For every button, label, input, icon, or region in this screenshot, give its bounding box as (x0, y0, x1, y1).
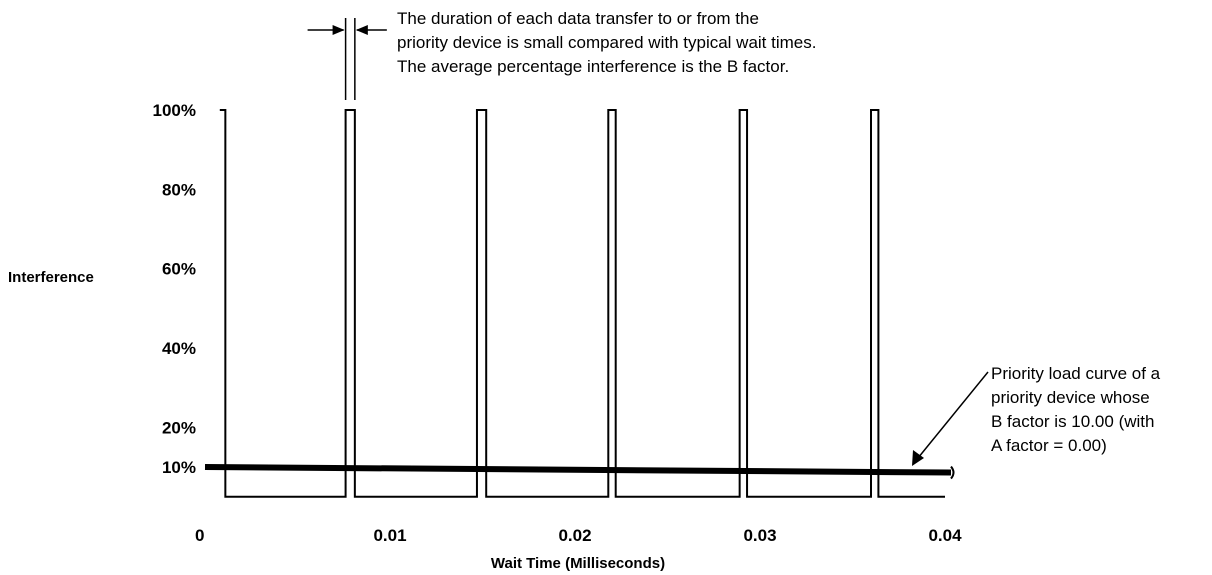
y-tick-label: 60% (162, 260, 196, 279)
x-tick-label: 0.03 (743, 526, 776, 545)
curve-annotation: Priority load curve of a priority device … (991, 364, 1161, 455)
priority-load-curve (204, 464, 952, 476)
annotation-line: The duration of each data transfer to or… (397, 9, 759, 28)
y-axis-label: Interference (8, 269, 94, 286)
annotation-line: Priority load curve of a (991, 364, 1161, 383)
annotation-line: priority device is small compared with t… (397, 33, 816, 52)
x-tick-label: 0 (195, 526, 204, 545)
duration-marker (307, 18, 387, 100)
curve-arrow-head (912, 450, 924, 466)
x-tick-labels: 0 0.01 0.02 0.03 0.04 (195, 526, 962, 545)
x-tick-label: 0.01 (373, 526, 406, 545)
pulse-train-series (219, 109, 945, 498)
x-axis-label: Wait Time (Milliseconds) (491, 555, 665, 572)
annotation-line: A factor = 0.00) (991, 436, 1107, 455)
y-tick-label: 40% (162, 339, 196, 358)
annotation-line: The average percentage interference is t… (397, 57, 789, 76)
y-tick-label: 10% (162, 458, 196, 477)
y-tick-label: 20% (162, 418, 196, 437)
dimension-arrow-head (332, 25, 345, 35)
load-curve-end-mark (950, 465, 955, 480)
x-tick-label: 0.02 (558, 526, 591, 545)
y-tick-labels: 10% 20% 40% 60% 80% 100% (153, 101, 196, 477)
x-tick-label: 0.04 (928, 526, 962, 545)
dimension-arrow-head (355, 25, 368, 35)
duration-annotation: The duration of each data transfer to or… (397, 9, 816, 76)
annotation-line: B factor is 10.00 (with (991, 412, 1154, 431)
y-tick-label: 80% (162, 180, 196, 199)
curve-arrow (917, 371, 989, 459)
annotation-line: priority device whose (991, 388, 1150, 407)
y-tick-label: 100% (153, 101, 196, 120)
